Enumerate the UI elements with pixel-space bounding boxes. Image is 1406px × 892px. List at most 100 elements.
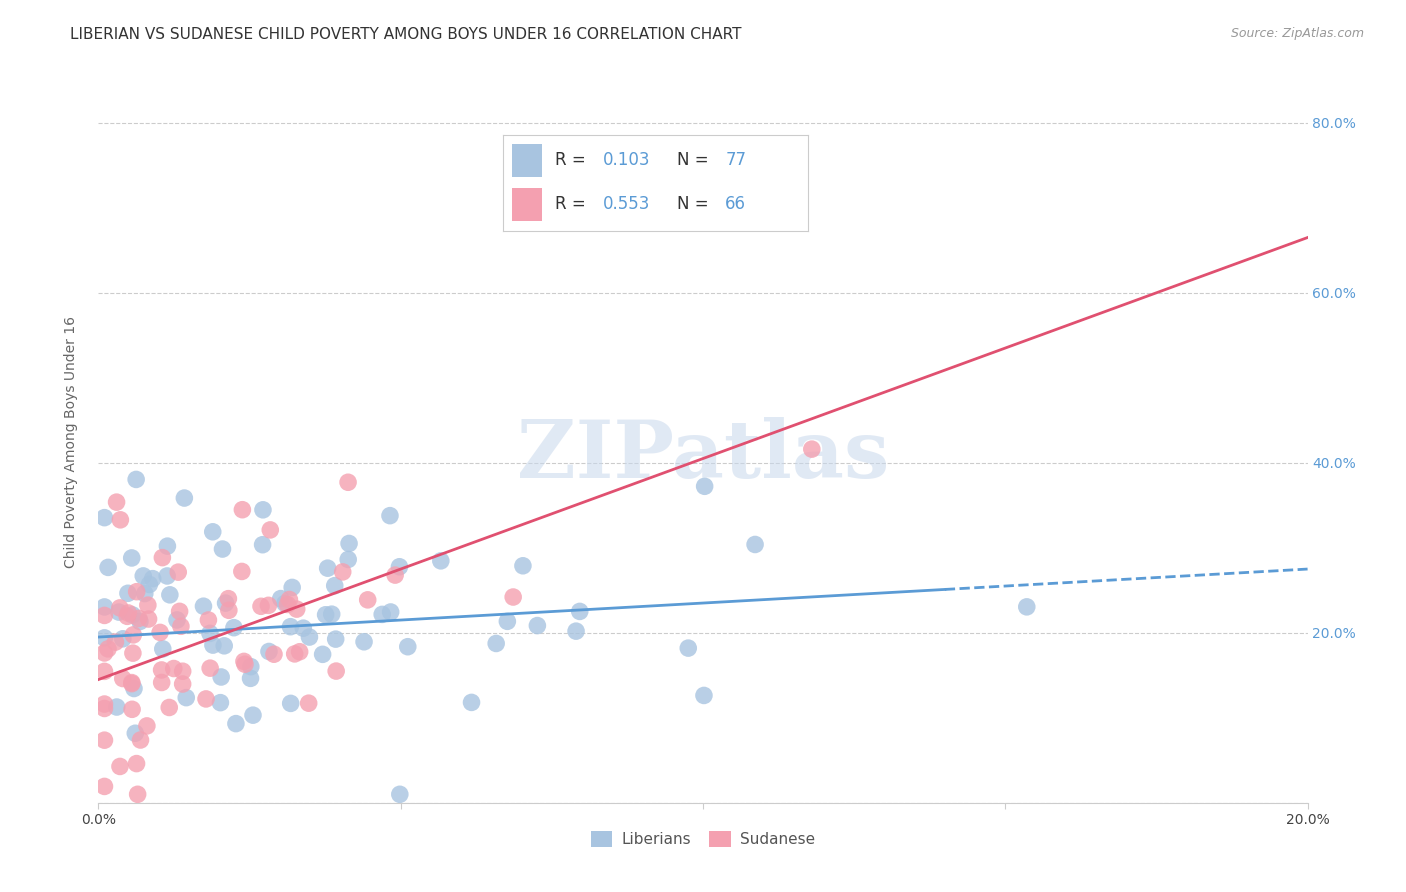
Point [380, 605, 402, 619]
Point [150, 663, 173, 677]
Point [325, 664, 347, 678]
Text: Source: ZipAtlas.com: Source: ZipAtlas.com [1230, 27, 1364, 40]
Point [217, 591, 239, 606]
Point [170, 619, 193, 633]
Point [124, 726, 146, 740]
Point [252, 538, 274, 552]
Point [138, 577, 160, 591]
Point [1015, 599, 1038, 614]
FancyBboxPatch shape [512, 145, 543, 177]
Point [239, 659, 262, 673]
Point [250, 599, 273, 614]
Point [121, 675, 143, 690]
Point [156, 539, 179, 553]
Point [156, 569, 179, 583]
Point [512, 558, 534, 573]
Point [288, 645, 311, 659]
Point [259, 523, 281, 537]
Point [384, 568, 406, 582]
Text: 0.103: 0.103 [603, 152, 651, 169]
Point [157, 700, 180, 714]
Point [285, 602, 308, 616]
Point [127, 787, 149, 801]
Point [325, 632, 347, 647]
Point [172, 677, 194, 691]
Point [496, 615, 519, 629]
Point [122, 628, 145, 642]
Point [172, 665, 194, 679]
Point [132, 569, 155, 583]
Point [117, 586, 139, 600]
Point [225, 716, 247, 731]
Point [209, 696, 232, 710]
Point [323, 579, 346, 593]
Point [337, 552, 360, 566]
Point [239, 671, 262, 685]
Point [263, 647, 285, 661]
Text: R =: R = [554, 194, 591, 213]
Point [129, 615, 152, 629]
Point [292, 621, 315, 635]
Point [105, 700, 128, 714]
Point [193, 599, 215, 614]
Point [678, 641, 700, 656]
Point [173, 491, 195, 505]
Point [800, 442, 823, 457]
Point [117, 609, 139, 624]
Point [337, 536, 360, 550]
Point [233, 657, 256, 672]
Point [150, 675, 173, 690]
Point [163, 661, 186, 675]
Point [166, 613, 188, 627]
Point [134, 586, 156, 600]
Point [396, 640, 419, 654]
Point [284, 647, 307, 661]
Point [121, 702, 143, 716]
Point [128, 611, 150, 625]
Point [337, 475, 360, 490]
Point [117, 606, 139, 620]
Point [201, 638, 224, 652]
Point [125, 756, 148, 771]
Point [565, 624, 588, 639]
Point [169, 604, 191, 618]
Point [149, 625, 172, 640]
Point [315, 607, 337, 622]
Point [142, 572, 165, 586]
Y-axis label: Child Poverty Among Boys Under 16: Child Poverty Among Boys Under 16 [63, 316, 77, 567]
Point [298, 696, 321, 710]
Point [526, 618, 548, 632]
Point [311, 648, 333, 662]
Point [111, 632, 134, 646]
Point [105, 495, 128, 509]
Point [93, 608, 115, 623]
Point [274, 596, 297, 610]
Point [136, 598, 159, 612]
Point [93, 697, 115, 711]
Point [242, 708, 264, 723]
Point [93, 733, 115, 747]
Point [125, 584, 148, 599]
Text: ZIPatlas: ZIPatlas [517, 417, 889, 495]
Point [167, 565, 190, 579]
Point [104, 635, 127, 649]
Point [485, 636, 508, 650]
Point [378, 508, 401, 523]
Point [121, 551, 143, 566]
Point [388, 787, 411, 801]
Point [198, 661, 221, 675]
Point [93, 665, 115, 679]
Point [744, 537, 766, 551]
Point [502, 590, 524, 604]
Point [278, 592, 301, 607]
Point [97, 560, 120, 574]
Point [233, 654, 256, 668]
Legend: Liberians, Sudanese: Liberians, Sudanese [585, 825, 821, 853]
Point [197, 613, 219, 627]
Point [121, 607, 143, 622]
Point [108, 605, 131, 619]
Point [108, 759, 131, 773]
Point [281, 581, 304, 595]
Point [214, 596, 236, 610]
Point [298, 630, 321, 644]
